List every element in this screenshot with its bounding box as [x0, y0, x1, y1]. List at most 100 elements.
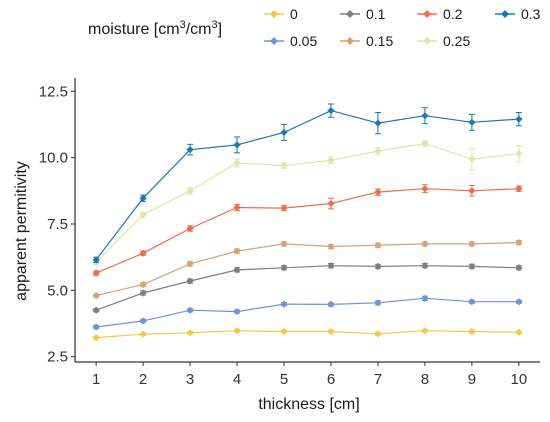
data-point: [374, 330, 382, 338]
legend-label: 0.1: [366, 6, 386, 22]
data-point: [327, 327, 335, 336]
x-axis-title: thickness [cm]: [258, 396, 359, 413]
data-point: [139, 211, 147, 219]
legend-title-sup2: 3: [211, 19, 217, 31]
data-point: [139, 330, 147, 338]
data-point: [374, 188, 382, 196]
data-point: [92, 256, 100, 264]
series-0.3: [92, 103, 523, 264]
x-tick-label: 3: [186, 371, 194, 388]
x-tick-label: 5: [280, 371, 288, 388]
data-point: [515, 264, 523, 272]
data-point: [421, 185, 429, 193]
legend-key-marker: [423, 37, 431, 45]
series-line: [95, 188, 519, 274]
series-line: [95, 242, 519, 297]
legend-label: 0: [290, 6, 298, 22]
data-point: [468, 298, 476, 306]
data-point: [327, 156, 335, 164]
x-tick-label: 1: [92, 371, 100, 388]
series-line: [96, 330, 519, 339]
data-point: [468, 187, 476, 195]
data-point: [186, 187, 194, 195]
series-0.1: [92, 262, 523, 314]
data-point: [515, 185, 523, 193]
data-point: [515, 298, 523, 306]
y-tick-label: 2.5: [47, 349, 68, 366]
legend-label: 0.05: [290, 33, 317, 49]
legend-label: 0.3: [521, 6, 541, 22]
data-point: [92, 323, 100, 331]
y-tick-label: 12.5: [39, 83, 68, 100]
data-point: [186, 329, 194, 337]
series-line: [95, 265, 519, 311]
legend-items: 0 0.1 0.2 0.3 0.05 0.15 0.25: [264, 6, 541, 49]
x-tick-label: 6: [327, 371, 335, 388]
legend-title-main: moisture [cm: [88, 21, 180, 38]
data-point: [374, 241, 382, 249]
data-point: [468, 118, 476, 126]
data-point: [280, 161, 288, 170]
data-point: [468, 327, 476, 336]
y-tick-label: 5.0: [47, 282, 68, 299]
series-0.25: [92, 139, 523, 267]
data-point: [233, 141, 241, 149]
legend-title-mid: /cm: [186, 21, 212, 38]
x-tick-label: 4: [233, 371, 241, 388]
legend-item-0.25: 0.25: [417, 33, 470, 49]
data-point: [468, 155, 476, 163]
legend-title-end: ]: [218, 21, 222, 38]
legend-item-0.05: 0.05: [264, 33, 317, 49]
x-tick-label: 7: [374, 371, 382, 388]
legend-item-0.2: 0.2: [417, 6, 463, 22]
data-point: [233, 247, 241, 255]
data-point: [186, 277, 194, 285]
data-point: [374, 147, 382, 155]
data-point: [92, 306, 100, 314]
legend: moisture [cm3/cm3] 0 0.1 0.2 0.30.05 0.15 0.2…: [88, 6, 541, 49]
legend-title: moisture [cm3/cm3]: [88, 19, 222, 38]
data-point: [280, 300, 288, 308]
data-point: [421, 262, 429, 270]
y-tick-label: 7.5: [47, 216, 68, 233]
data-point: [421, 240, 429, 248]
data-point: [280, 204, 288, 212]
series-line: [96, 297, 519, 328]
data-point: [374, 119, 382, 127]
legend-item-0.1: 0.1: [340, 6, 386, 22]
data-point: [421, 139, 429, 148]
data-point: [374, 299, 382, 307]
y-tick-label: 10.0: [39, 150, 68, 167]
legend-key-marker: [270, 10, 278, 18]
x-tick-label: 2: [139, 371, 147, 388]
series-layer: [92, 103, 523, 342]
data-point: [468, 262, 476, 271]
legend-key-marker: [501, 10, 509, 18]
data-point: [233, 266, 241, 274]
legend-label: 0.2: [443, 6, 463, 22]
data-point: [374, 262, 382, 271]
data-point: [327, 107, 335, 115]
legend-item-0: 0: [264, 6, 298, 22]
data-point: [421, 327, 429, 335]
data-point: [139, 289, 147, 297]
data-point: [233, 307, 241, 316]
legend-key-marker: [423, 10, 431, 18]
series-line: [95, 142, 519, 263]
data-point: [186, 260, 194, 268]
data-point: [515, 115, 523, 123]
series-0: [92, 327, 523, 342]
data-point: [280, 128, 288, 137]
legend-key-marker: [270, 37, 278, 45]
data-point: [327, 242, 335, 251]
data-point: [280, 264, 288, 272]
data-point: [92, 333, 100, 342]
data-point: [186, 306, 194, 314]
data-point: [515, 328, 523, 336]
data-point: [421, 112, 429, 120]
legend-key-marker: [346, 37, 354, 45]
data-point: [139, 317, 147, 325]
data-point: [327, 300, 335, 309]
legend-title-sup1: 3: [180, 19, 186, 31]
